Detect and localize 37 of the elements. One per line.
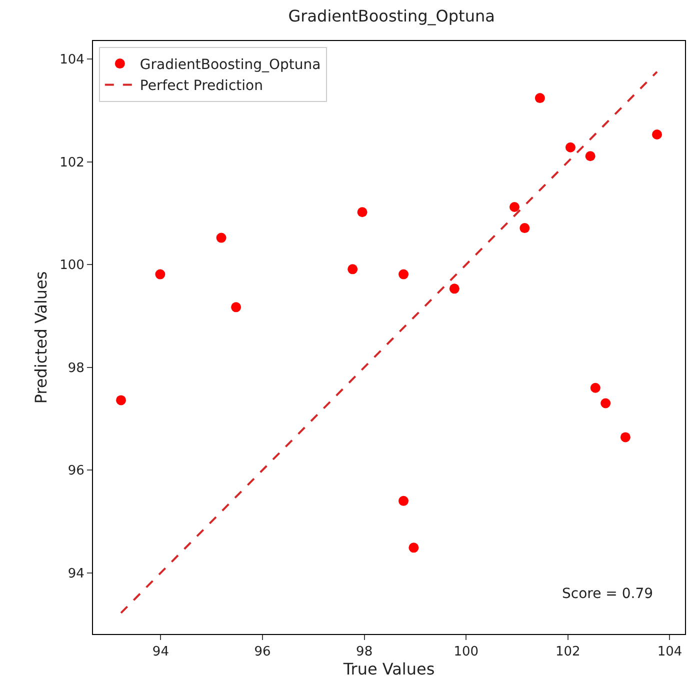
x-tick-label: 100 [454, 644, 479, 660]
point [398, 496, 409, 506]
y-tick-label: 94 [68, 566, 84, 582]
y-tick-label: 98 [68, 360, 84, 376]
legend-label: GradientBoosting_Optuna [140, 56, 321, 73]
x-tick-label: 98 [356, 644, 373, 660]
point [534, 93, 545, 104]
annotation: Score = 0.79 [562, 586, 654, 602]
point [520, 223, 530, 234]
point [348, 264, 358, 274]
y-tick-label: 104 [60, 52, 84, 68]
point [398, 269, 409, 280]
point [408, 542, 419, 553]
point [449, 284, 460, 294]
x-tick-label: 94 [152, 644, 169, 660]
y-axis-title: Predicted Values [31, 271, 50, 404]
point [585, 151, 596, 162]
x-axis-title: True Values [342, 660, 435, 679]
point [565, 142, 576, 152]
chart-title: GradientBoosting_Optuna [288, 6, 495, 26]
y-tick-label: 96 [68, 464, 84, 479]
point [590, 382, 600, 393]
x-tick-label: 104 [657, 644, 682, 660]
point [620, 432, 630, 442]
point [509, 202, 520, 212]
y-tick-label: 102 [60, 155, 84, 170]
legend-label: Perfect Prediction [140, 78, 263, 94]
point [155, 269, 166, 280]
point [652, 130, 662, 140]
x-tick-label: 102 [556, 644, 580, 660]
point [231, 302, 242, 312]
point [600, 398, 611, 408]
point [357, 207, 368, 218]
point [116, 395, 126, 406]
point [216, 232, 226, 243]
x-tick-label: 96 [254, 644, 271, 660]
y-tick-label: 100 [60, 258, 84, 274]
